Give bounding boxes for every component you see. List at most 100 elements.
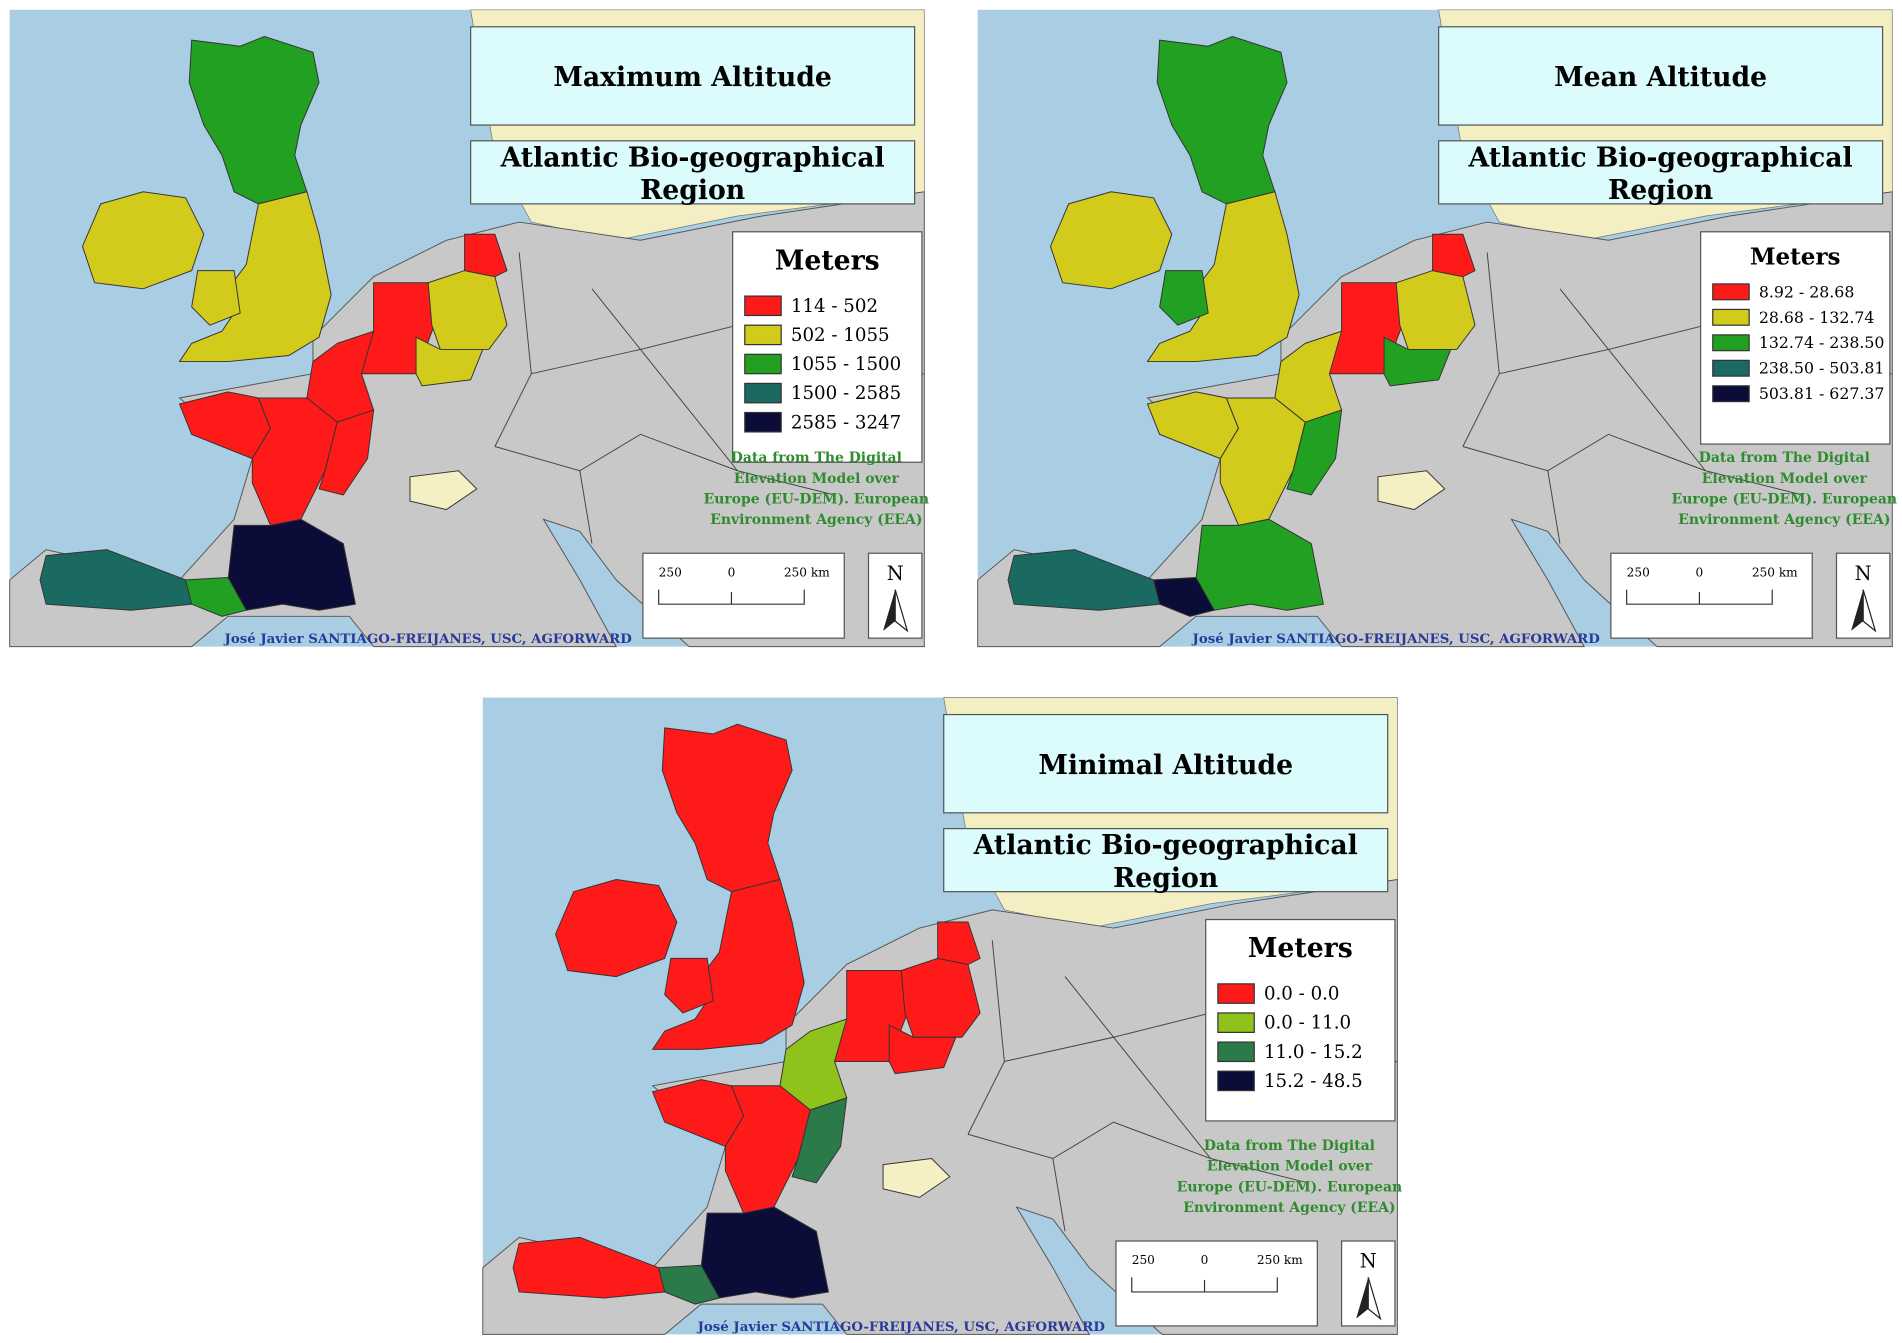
borders (1462, 252, 1893, 544)
scale-label: 0 (1696, 565, 1704, 579)
region (1049, 191, 1173, 290)
legend-label: 0.0 - 0.0 (1264, 984, 1340, 1005)
scale-label: 250 km (784, 565, 830, 579)
source-note: Data from The Digital (1699, 450, 1870, 466)
source-note: Europe (EU-DEM). European (1672, 491, 1897, 507)
region (900, 957, 981, 1038)
map-panel: Minimal Altitude Atlantic Bio-geographica… (482, 697, 1402, 1335)
legend-label: 502 - 1055 (791, 325, 890, 346)
source-note: Elevation Model over (1207, 1159, 1373, 1175)
legend-label: 28.68 - 132.74 (1759, 308, 1875, 327)
scale-box (642, 552, 845, 639)
region (178, 191, 332, 363)
region (512, 1236, 666, 1299)
legend-label: 238.50 - 503.81 (1759, 359, 1885, 378)
source-note: Europe (EU-DEM). European (704, 491, 929, 507)
region (191, 270, 241, 326)
north-arrow (1356, 1277, 1369, 1319)
region (1152, 576, 1215, 617)
legend-swatch (744, 324, 782, 346)
region (415, 336, 484, 387)
source-note: Environment Agency (EEA) (1183, 1200, 1395, 1216)
legend-swatch (1217, 1041, 1255, 1063)
map-panel: Maximum Altitude Atlantic Bio-geographica… (9, 9, 929, 648)
legend-label: 15.2 - 48.5 (1264, 1071, 1363, 1092)
legend-label: 11.0 - 15.2 (1264, 1042, 1363, 1063)
legend-swatch (1217, 983, 1255, 1004)
legend-label: 2585 - 3247 (791, 412, 901, 433)
region (184, 576, 247, 617)
scale-label: 250 (1627, 565, 1650, 579)
region (39, 549, 193, 611)
legend-label: 0.0 - 11.0 (1264, 1013, 1351, 1034)
region (464, 233, 508, 278)
scale-label: 250 km (1752, 565, 1798, 579)
map-subtitle: Atlantic Bio-geographical (1468, 142, 1853, 173)
region (664, 957, 714, 1014)
region (661, 723, 793, 893)
source-note: Data from The Digital (731, 450, 902, 466)
legend-title: Meters (1248, 933, 1353, 964)
scale-box (1115, 1240, 1318, 1327)
region (882, 1158, 951, 1198)
map-subtitle: Atlantic Bio-geographical (973, 830, 1358, 861)
north-arrow (894, 589, 909, 633)
north-arrow (1862, 589, 1877, 633)
legend-swatch (744, 411, 782, 433)
legend-title: Meters (775, 245, 880, 276)
scale-label: 0 (728, 565, 736, 579)
legend-title: Meters (1750, 244, 1841, 271)
legend-swatch (744, 382, 782, 404)
source-note: Elevation Model over (1702, 471, 1868, 487)
region (1395, 270, 1476, 350)
region (1286, 409, 1343, 496)
legend-swatch (1712, 334, 1750, 352)
scale-label: 250 (1132, 1253, 1155, 1267)
title-box (1438, 26, 1884, 126)
title-box (470, 26, 916, 126)
region (1159, 270, 1209, 326)
borders (967, 940, 1398, 1232)
north-label: N (887, 562, 904, 585)
region (318, 409, 375, 496)
north-label: N (1855, 562, 1872, 585)
region (651, 878, 805, 1050)
map-title: Minimal Altitude (1038, 750, 1293, 781)
source-note: Europe (EU-DEM). European (1177, 1179, 1402, 1195)
legend-swatch (1217, 1012, 1255, 1033)
source-note: Elevation Model over (734, 471, 900, 487)
legend-swatch (1712, 308, 1750, 326)
scale-label: 250 (659, 565, 682, 579)
subtitle-box (943, 827, 1389, 893)
legend-label: 132.74 - 238.50 (1759, 333, 1885, 352)
borders (494, 252, 925, 544)
region (791, 1097, 848, 1184)
region (1432, 233, 1476, 278)
map-panel: Mean Altitude Atlantic Bio-geographicalRe… (977, 9, 1897, 648)
north-arrow (1367, 1277, 1382, 1321)
scale-label: 250 km (1257, 1253, 1303, 1267)
region (188, 35, 320, 205)
legend-label: 8.92 - 28.68 (1759, 282, 1855, 301)
legend-label: 1055 - 1500 (791, 354, 901, 375)
source-note: Data from The Digital (1204, 1138, 1375, 1154)
credit: José Javier SANTIAGO-FREIJANES, USC, AGF… (224, 631, 632, 647)
region (1156, 35, 1288, 205)
region (658, 1264, 721, 1305)
subtitle-box (1438, 140, 1884, 205)
map-subtitle: Region (1608, 175, 1713, 206)
legend-swatch (744, 353, 782, 375)
legend-swatch (1217, 1070, 1255, 1092)
scale-bar (1626, 589, 1773, 605)
legend-swatch (1712, 283, 1750, 301)
scale-bar (1131, 1277, 1278, 1293)
map-subtitle: Region (640, 175, 745, 206)
north-label: N (1360, 1250, 1377, 1273)
source-note: Environment Agency (EEA) (710, 512, 922, 528)
scale-label: 0 (1201, 1253, 1209, 1267)
map-subtitle: Region (1113, 863, 1218, 894)
region (1383, 336, 1452, 387)
region (409, 470, 478, 511)
legend-swatch (1712, 359, 1750, 377)
